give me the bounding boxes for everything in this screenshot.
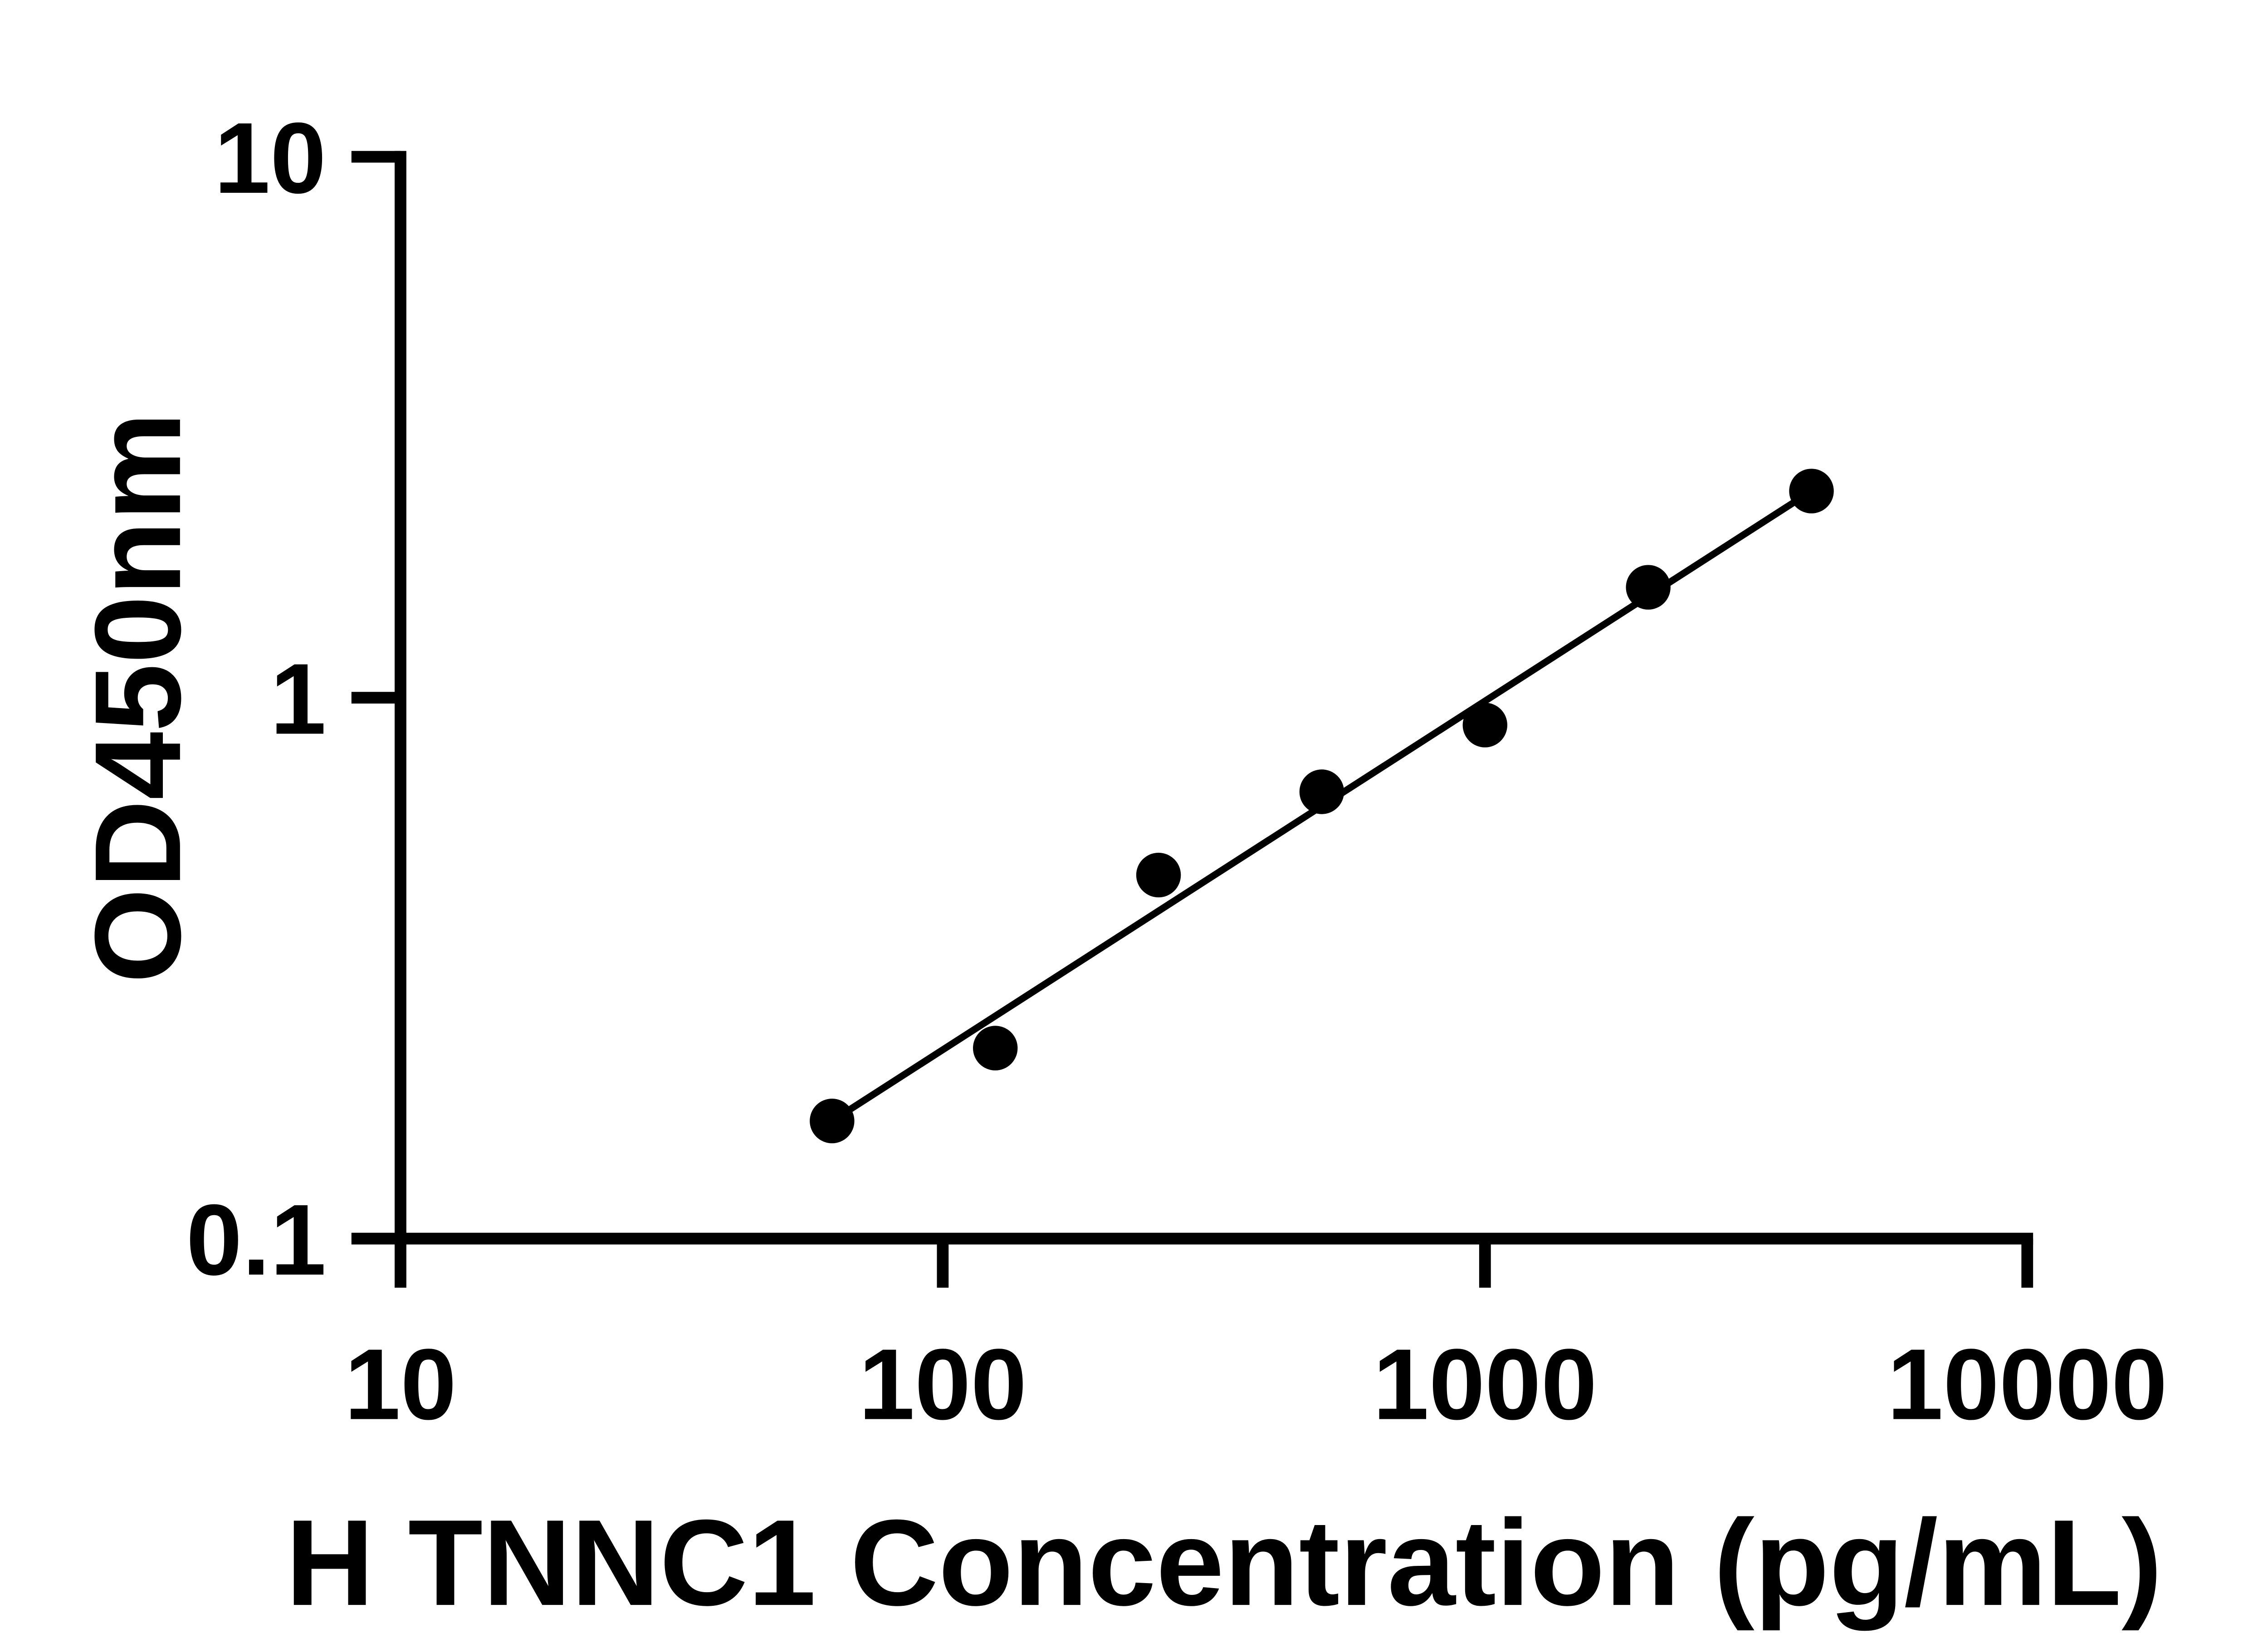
- x-tick-label: 100: [859, 1328, 1027, 1441]
- x-tick-label: 10000: [1887, 1328, 2167, 1441]
- y-tick-label: 0.1: [186, 1184, 326, 1296]
- data-point: [1462, 703, 1508, 748]
- x-axis-title: H TNNC1 Concentration (pg/mL): [286, 1495, 2162, 1632]
- data-point: [1136, 852, 1181, 898]
- y-axis-title: OD450nm: [70, 412, 206, 983]
- data-point: [810, 1099, 855, 1144]
- data-point: [1299, 769, 1344, 814]
- data-point: [973, 1026, 1018, 1071]
- x-tick-label: 1000: [1373, 1328, 1597, 1441]
- data-point: [1789, 469, 1834, 513]
- y-tick-label: 10: [214, 102, 326, 215]
- x-tick-label: 10: [344, 1328, 456, 1441]
- data-point: [1626, 565, 1671, 610]
- y-tick-label: 1: [270, 643, 327, 755]
